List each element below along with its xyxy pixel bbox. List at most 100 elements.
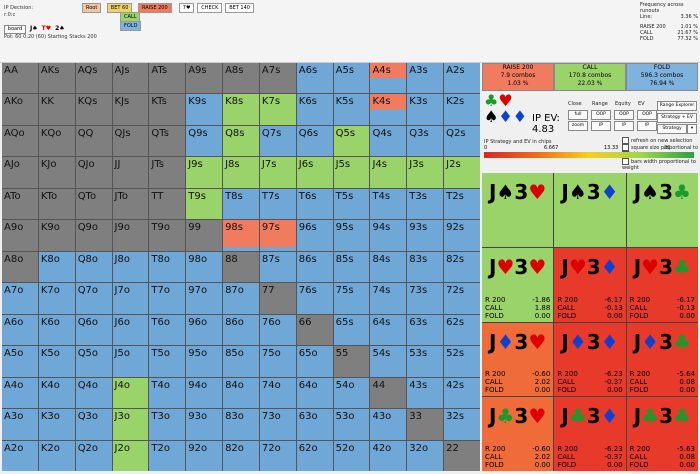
action-node[interactable]: 7♥ xyxy=(178,3,195,13)
hand-cell[interactable]: Q5o xyxy=(75,346,112,377)
view-toggle-button[interactable]: OOP xyxy=(591,110,611,120)
hand-cell[interactable]: T2s xyxy=(444,188,480,220)
hand-cell[interactable]: T3s xyxy=(407,188,444,220)
hand-cell[interactable]: K9s xyxy=(186,94,223,125)
hand-cell[interactable]: JJ xyxy=(112,157,149,188)
hand-cell[interactable]: T8s xyxy=(223,188,259,220)
hand-cell[interactable]: 72s xyxy=(444,283,480,314)
hand-cell[interactable]: K6o xyxy=(38,314,75,346)
hand-cell[interactable]: K2o xyxy=(38,440,75,471)
hand-cell[interactable]: AQs xyxy=(75,63,112,94)
action-node[interactable]: RAISE 200 xyxy=(138,3,172,13)
hand-cell[interactable]: 87s xyxy=(259,251,296,283)
hand-cell[interactable]: 54o xyxy=(333,377,370,409)
hand-cell[interactable]: J2o xyxy=(112,440,149,471)
hand-cell[interactable]: 73s xyxy=(407,283,444,314)
hand-cell[interactable]: 94o xyxy=(186,377,223,409)
hand-cell[interactable]: 73o xyxy=(259,409,296,440)
hand-cell[interactable]: J5o xyxy=(112,346,149,377)
hand-cell[interactable]: Q6s xyxy=(296,125,333,157)
hand-cell[interactable]: T4s xyxy=(370,188,407,220)
hand-cell[interactable]: 42o xyxy=(370,440,407,471)
hand-cell[interactable]: JTs xyxy=(149,157,186,188)
hand-cell[interactable]: J2s xyxy=(444,157,480,188)
hand-cell[interactable]: J9o xyxy=(112,220,149,251)
hand-cell[interactable]: 75o xyxy=(259,346,296,377)
hand-cell[interactable]: 86s xyxy=(296,251,333,283)
hand-cell[interactable]: T5o xyxy=(149,346,186,377)
hand-cell[interactable]: A9o xyxy=(2,220,38,251)
hand-cell[interactable]: J9s xyxy=(186,157,223,188)
combo-cell[interactable]: J ♣ 3 ♥ R 200 -0.60 CALL 2.02 FOLD 0.00 xyxy=(482,397,554,471)
hand-cell[interactable]: K6s xyxy=(296,94,333,125)
hand-cell[interactable]: 52o xyxy=(333,440,370,471)
hand-cell[interactable]: KK xyxy=(38,94,75,125)
hand-cell[interactable]: Q4s xyxy=(370,125,407,157)
hand-cell[interactable]: 97o xyxy=(186,283,223,314)
hand-cell[interactable]: Q8o xyxy=(75,251,112,283)
hand-cell[interactable]: 92o xyxy=(186,440,223,471)
hand-cell[interactable]: A8s xyxy=(223,63,259,94)
combo-cell[interactable]: J ♦ 3 ♦ R 200 -6.23 CALL -0.37 FOLD 0.00 xyxy=(554,322,626,397)
hand-cell[interactable]: 44 xyxy=(370,377,407,409)
view-toggle-button[interactable]: IP xyxy=(614,121,634,131)
hand-cell[interactable]: 88 xyxy=(223,251,259,283)
hand-cell[interactable]: 93s xyxy=(407,220,444,251)
hand-cell[interactable]: 76s xyxy=(296,283,333,314)
hand-cell[interactable]: JTo xyxy=(112,188,149,220)
combo-cell[interactable]: J ♥ 3 ♥ R 200 -1.86 CALL 1.88 FOLD 0.00 xyxy=(482,247,554,322)
checkbox-icon[interactable] xyxy=(622,158,629,165)
hand-cell[interactable]: K7o xyxy=(38,283,75,314)
hand-cell[interactable]: T8o xyxy=(149,251,186,283)
hand-cell[interactable]: 52s xyxy=(444,346,480,377)
hand-cell[interactable]: KTs xyxy=(149,94,186,125)
hand-cell[interactable]: A2o xyxy=(2,440,38,471)
hand-cell[interactable]: QQ xyxy=(75,125,112,157)
hand-cell[interactable]: 84o xyxy=(223,377,259,409)
hand-cell[interactable]: 86o xyxy=(223,314,259,346)
hand-cell[interactable]: 43s xyxy=(407,377,444,409)
action-node[interactable]: CHECK xyxy=(197,3,223,13)
hand-cell[interactable]: Q7o xyxy=(75,283,112,314)
hand-cell[interactable]: A6s xyxy=(296,63,333,94)
strategy-button[interactable]: Strategy xyxy=(657,124,687,134)
hand-cell[interactable]: Q5s xyxy=(333,125,370,157)
hand-cell[interactable]: 83s xyxy=(407,251,444,283)
checkbox-icon[interactable] xyxy=(622,144,629,151)
view-toggle-button[interactable]: zoom xyxy=(568,121,588,131)
hand-cell[interactable]: K9o xyxy=(38,220,75,251)
hand-cell[interactable]: ATo xyxy=(2,188,38,220)
hand-cell[interactable]: QJo xyxy=(75,157,112,188)
hand-cell[interactable]: T6s xyxy=(296,188,333,220)
combo-cell[interactable]: J ♠ 3 ♣ xyxy=(626,173,698,247)
hand-cell[interactable]: 85o xyxy=(223,346,259,377)
hand-cell[interactable]: 22 xyxy=(444,440,480,471)
hand-cell[interactable]: 64s xyxy=(370,314,407,346)
hand-cell[interactable]: QTs xyxy=(149,125,186,157)
range-explorer-button[interactable]: Range Explorer xyxy=(657,101,697,111)
hand-cell[interactable]: Q6o xyxy=(75,314,112,346)
hand-cell[interactable]: 82s xyxy=(444,251,480,283)
hand-cell[interactable]: A5o xyxy=(2,346,38,377)
hand-cell[interactable]: A3s xyxy=(407,63,444,94)
hand-cell[interactable]: Q2o xyxy=(75,440,112,471)
hand-cell[interactable]: 95s xyxy=(333,220,370,251)
view-toggle-button[interactable]: OOP xyxy=(637,110,657,120)
hand-cell[interactable]: J4o xyxy=(112,377,149,409)
combo-cell[interactable]: J ♥ 3 ♣ R 200 -6.17 CALL -0.13 FOLD 0.00 xyxy=(626,247,698,322)
hand-cell[interactable]: ATs xyxy=(149,63,186,94)
hand-cell[interactable]: T2o xyxy=(149,440,186,471)
hand-cell[interactable]: TT xyxy=(149,188,186,220)
hand-cell[interactable]: 95o xyxy=(186,346,223,377)
hand-cell[interactable]: 82o xyxy=(223,440,259,471)
hand-cell[interactable]: 83o xyxy=(223,409,259,440)
hand-cell[interactable]: T3o xyxy=(149,409,186,440)
hand-cell[interactable]: 84s xyxy=(370,251,407,283)
hand-cell[interactable]: 43o xyxy=(370,409,407,440)
hand-cell[interactable]: 99 xyxy=(186,220,223,251)
hand-cell[interactable]: Q8s xyxy=(223,125,259,157)
hand-cell[interactable]: QJs xyxy=(112,125,149,157)
hand-cell[interactable]: A7o xyxy=(2,283,38,314)
hand-cell[interactable]: KQo xyxy=(38,125,75,157)
hand-cell[interactable]: Q3s xyxy=(407,125,444,157)
